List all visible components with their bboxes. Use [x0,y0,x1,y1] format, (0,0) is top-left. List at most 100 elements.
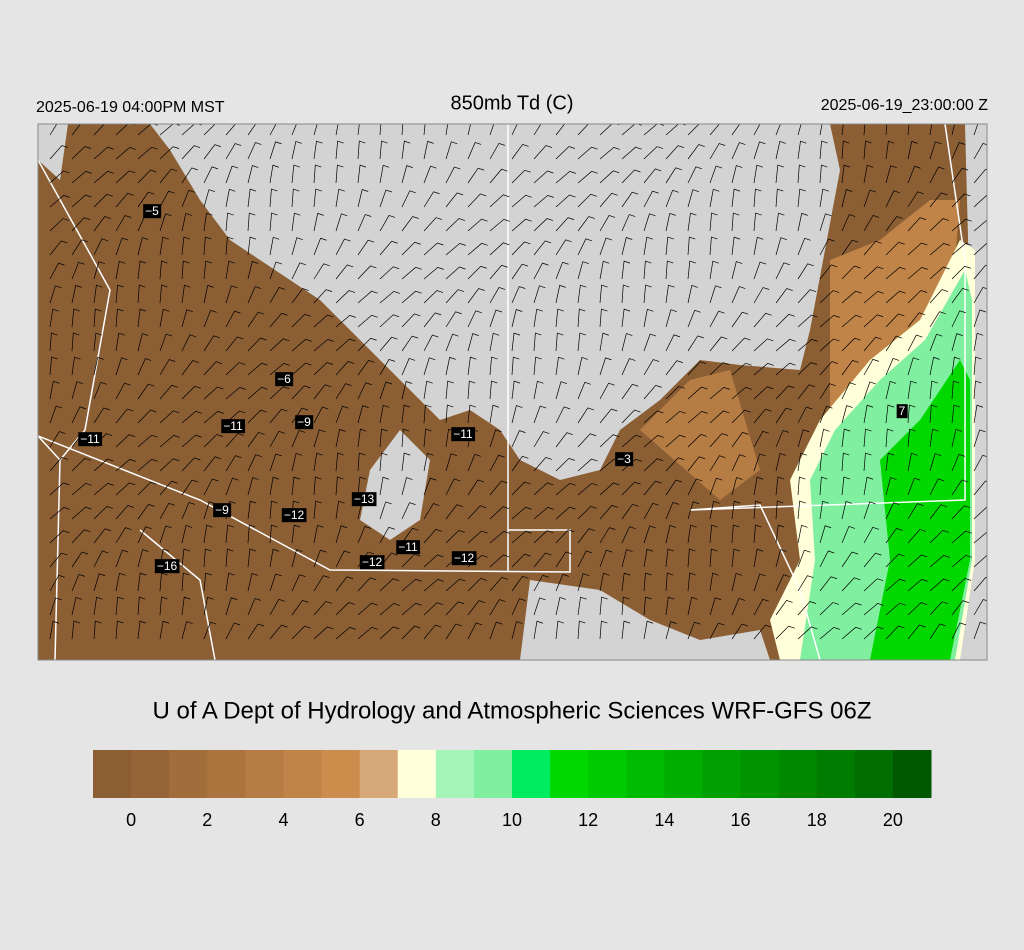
barb [489,506,510,520]
barb [973,621,987,640]
barb [731,454,746,472]
barb [951,505,971,520]
barb [643,190,659,208]
barb [49,530,70,544]
barb [71,261,85,280]
barb [819,383,836,400]
barb [929,242,950,256]
barb [291,599,309,616]
barb [445,578,466,592]
barb [687,284,698,304]
barb [291,313,311,328]
barb [225,143,242,160]
barb [203,548,212,568]
barb [753,164,763,184]
barb [797,429,810,448]
barb [181,284,191,304]
barb [863,476,874,496]
barb [555,146,576,160]
barb [577,193,597,208]
barb [401,358,416,376]
barb [379,452,388,472]
barb [621,596,630,616]
barb [621,169,641,184]
barb [313,384,332,400]
barb [203,456,222,472]
barb [951,554,972,568]
barb [621,572,631,592]
barb [885,404,895,424]
barb [599,408,618,424]
barb [115,620,124,640]
barb [203,284,214,304]
barb [929,504,948,520]
barb [71,332,80,352]
station-label: −11 [398,540,418,554]
barb [511,286,526,304]
barb [269,408,288,424]
barb [225,548,234,568]
barb [863,240,882,256]
barb [357,214,372,232]
barb [489,380,498,400]
barb [621,214,636,232]
barb [115,284,124,304]
barb [423,602,444,616]
barb [269,453,282,472]
barb [467,622,483,640]
barb [313,452,323,472]
barb [93,261,105,280]
barb [797,452,807,472]
station-box [78,432,103,447]
barb [665,572,674,592]
barb [225,455,242,472]
barb [181,236,190,256]
barb [115,458,136,472]
barb [225,236,234,256]
color-swatch [131,750,170,798]
barb [555,482,576,496]
barb [533,285,546,304]
barb [841,577,861,592]
barb [929,453,942,472]
barb [687,124,707,136]
barb [247,623,265,640]
barb [49,124,58,136]
barb [291,625,311,640]
barb [885,502,900,520]
barb [753,141,766,160]
barb [819,290,840,304]
barb [93,308,102,328]
barb [973,576,987,592]
color-swatch [740,750,780,798]
barb [423,624,442,640]
barb [599,237,613,256]
station-box [275,372,294,387]
barb [533,574,549,592]
barb [115,549,129,568]
barb [863,140,872,160]
barb [753,408,772,424]
barb [863,291,884,304]
barb [93,332,102,352]
barb [379,189,393,208]
barb [775,212,785,232]
station-label: −9 [297,415,311,429]
barb [93,596,103,616]
barb [379,358,396,376]
barb [181,596,191,616]
barb [599,596,608,616]
barb [687,309,701,328]
station-label: −11 [223,419,243,433]
barb [929,141,942,160]
barb [687,548,696,568]
barb [203,524,213,544]
barb [357,239,375,256]
color-swatch [93,750,132,798]
barb [775,574,790,592]
barb [357,164,367,184]
barb [203,309,217,328]
barb [643,124,664,136]
barb [71,482,92,496]
